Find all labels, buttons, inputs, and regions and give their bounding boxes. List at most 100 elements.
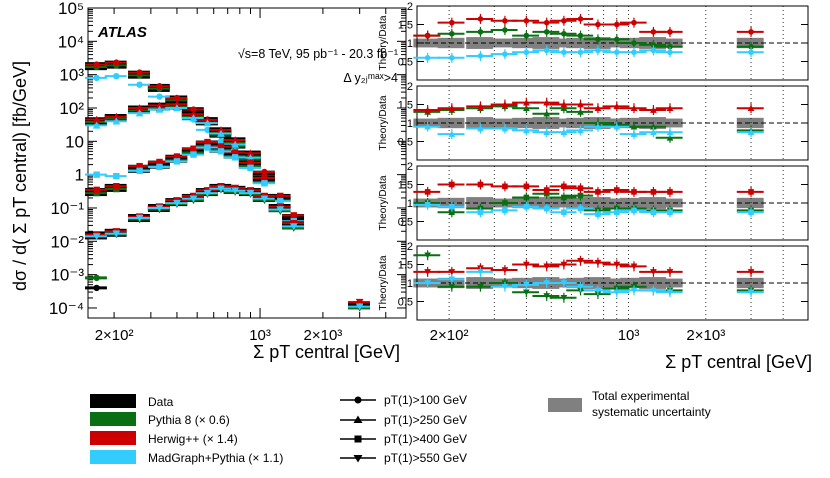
madgraph-ratio-point	[595, 47, 601, 54]
madgraph-ratio-point	[577, 49, 584, 56]
madgraph-ratio-point	[630, 130, 638, 137]
ratio-y-axis-title: Theory/Data	[378, 15, 389, 70]
madgraph-ratio-point	[449, 203, 455, 210]
pythia-ratio-point	[650, 42, 657, 48]
systematic-band	[490, 38, 518, 48]
pythia-ratio-point	[631, 40, 637, 46]
legend-threshold-250: pT(1)>250 GeV	[340, 413, 467, 427]
madgraph-ratio-point	[449, 55, 455, 61]
pythia-ratio-point	[543, 110, 551, 117]
atlas-label: ATLAS	[97, 24, 147, 41]
legend-label-data: Data	[148, 395, 174, 409]
herwig-point	[190, 106, 197, 113]
main-y-axis-title: dσ / d( Σ pT central) [fb/GeV]	[10, 61, 30, 291]
madgraph-ratio-point	[424, 280, 431, 287]
pythia-ratio-point	[613, 36, 620, 43]
legend-data: Data	[90, 394, 174, 409]
madgraph-ratio-point	[631, 49, 637, 56]
herwig-ratio-point	[501, 267, 509, 274]
madgraph-point	[247, 164, 254, 172]
madgraph-point	[217, 185, 225, 193]
madgraph-ratio-point	[543, 47, 550, 54]
ratio-y-tick-label: 1.5	[398, 180, 413, 192]
systematic-band	[736, 197, 764, 209]
main-y-tick-label: 10	[65, 132, 84, 151]
madgraph-ratio-point	[448, 130, 456, 137]
madgraph-ratio-point	[747, 128, 755, 136]
systematic-band	[466, 117, 494, 129]
herwig-point	[92, 115, 101, 123]
herwig-point	[231, 136, 239, 144]
pythia-ratio-point	[523, 194, 530, 201]
madgraph-ratio-point	[630, 287, 638, 294]
madgraph-ratio-point	[747, 289, 755, 296]
pythia-ratio-point	[424, 252, 431, 259]
madgraph-ratio-point	[561, 49, 567, 56]
triangle-down-marker-icon	[353, 455, 363, 463]
pythia-point	[93, 274, 100, 282]
herwig-ratio-point	[748, 29, 754, 35]
systematic-band	[736, 277, 764, 289]
triangle-up-marker-icon	[353, 415, 363, 423]
ratio-x-axis-title: Σ pT central [GeV]	[665, 352, 812, 372]
pythia-ratio-point	[748, 43, 754, 50]
legend-swatch-madgraph	[90, 450, 136, 464]
madgraph-ratio-point	[523, 127, 530, 134]
madgraph-ratio-point	[666, 128, 674, 136]
madgraph-ratio-point	[501, 125, 509, 132]
madgraph-ratio-point	[543, 128, 551, 136]
herwig-ratio-point	[595, 21, 601, 28]
herwig-point	[204, 138, 211, 146]
herwig-ratio-point	[747, 104, 755, 111]
herwig-point	[246, 149, 255, 157]
madgraph-point	[156, 93, 163, 100]
madgraph-point	[113, 72, 120, 80]
madgraph-ratio-point	[560, 280, 568, 287]
herwig-ratio-point	[667, 29, 673, 35]
circle-marker-icon	[354, 396, 362, 404]
pythia-ratio-point	[561, 30, 567, 37]
herwig-ratio-point	[501, 101, 509, 108]
ratio-x-tick-label: 10³	[618, 327, 640, 344]
madgraph-point	[355, 303, 364, 311]
madgraph-ratio-point	[631, 207, 637, 214]
madgraph-point	[204, 144, 211, 151]
herwig-point	[112, 112, 121, 120]
madgraph-ratio-point	[502, 51, 508, 57]
madgraph-point	[155, 105, 164, 113]
madgraph-ratio-point	[477, 269, 484, 276]
madgraph-ratio-point	[523, 282, 530, 289]
herwig-ratio-point	[502, 183, 508, 190]
herwig-ratio-point	[594, 104, 602, 111]
herwig-ratio-point	[650, 29, 657, 35]
herwig-ratio-point	[543, 19, 550, 26]
herwig-point	[355, 298, 364, 306]
herwig-ratio-point	[424, 106, 431, 113]
pythia-ratio-point	[595, 36, 601, 43]
pythia-ratio-point	[561, 194, 567, 201]
madgraph-point	[203, 119, 212, 127]
madgraph-ratio-point	[560, 128, 568, 136]
madgraph-point	[112, 117, 121, 125]
herwig-ratio-point	[747, 269, 755, 276]
madgraph-point	[112, 230, 121, 238]
herwig-ratio-point	[577, 258, 584, 265]
madgraph-ratio-point	[613, 123, 621, 130]
madgraph-point	[173, 158, 181, 165]
madgraph-point	[93, 74, 100, 82]
madgraph-ratio-point	[667, 49, 673, 56]
legend-label-threshold-100: pT(1)>100 GeV	[384, 393, 467, 407]
herwig-point	[261, 174, 268, 182]
herwig-ratio-point	[523, 183, 530, 190]
ratio-x-tick-label: 2×10²	[430, 327, 469, 344]
herwig-ratio-point	[560, 261, 568, 268]
systematic-band	[602, 278, 630, 288]
madgraph-point	[277, 197, 284, 205]
herwig-point	[156, 83, 163, 90]
legend-label-madgraph: MadGraph+Pythia (× 1.1)	[148, 451, 283, 465]
pythia-ratio-point	[577, 192, 584, 199]
ratio-panel-2: 0.5 1 1.5 2 Theory/Data	[378, 81, 809, 161]
madgraph-ratio-point	[613, 289, 621, 296]
pythia-ratio-point	[449, 30, 455, 37]
pythia-ratio-point	[523, 104, 530, 111]
